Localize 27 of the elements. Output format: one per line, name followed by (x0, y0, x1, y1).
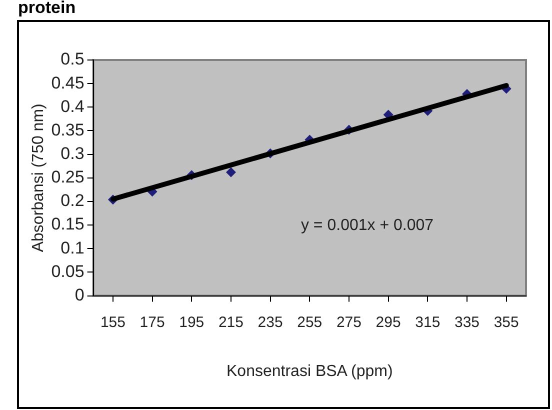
y-tick-label: 0.35 (51, 120, 84, 140)
y-tick-label: 0.15 (51, 214, 84, 234)
x-tick-label: 215 (218, 314, 244, 331)
x-tick-label: 195 (179, 314, 204, 331)
y-tick-label: 0.25 (51, 168, 84, 187)
y-tick-label: 0.5 (60, 50, 84, 69)
y-tick-label: 0 (74, 285, 84, 304)
y-tick-label: 0.4 (60, 96, 84, 116)
x-tick-label: 155 (100, 314, 126, 331)
annotation: y = 0.001x + 0.007 (300, 216, 434, 234)
y-tick-label: 0.3 (60, 144, 84, 164)
x-tick-label: 355 (494, 314, 519, 331)
point (226, 167, 236, 178)
x-tick-label: 295 (376, 314, 401, 331)
x-tick-label: 335 (454, 314, 480, 331)
chart-title: protein (18, 0, 76, 18)
x-tick-label: 235 (258, 314, 283, 331)
x-tick-label: 175 (140, 314, 165, 331)
x-tick-label: 315 (415, 314, 440, 331)
y-tick-label: 0.45 (51, 73, 84, 92)
y-tick-label: 0.2 (60, 191, 84, 210)
x-tick-label: 255 (297, 314, 322, 331)
y-axis-title: Absorbansi (750 nm) (30, 104, 48, 252)
x-tick-label: 275 (336, 314, 362, 331)
x-axis-title: Konsentrasi BSA (ppm) (226, 362, 393, 380)
y-tick-label: 0.1 (60, 238, 84, 258)
y-tick-label: 0.05 (51, 262, 84, 281)
